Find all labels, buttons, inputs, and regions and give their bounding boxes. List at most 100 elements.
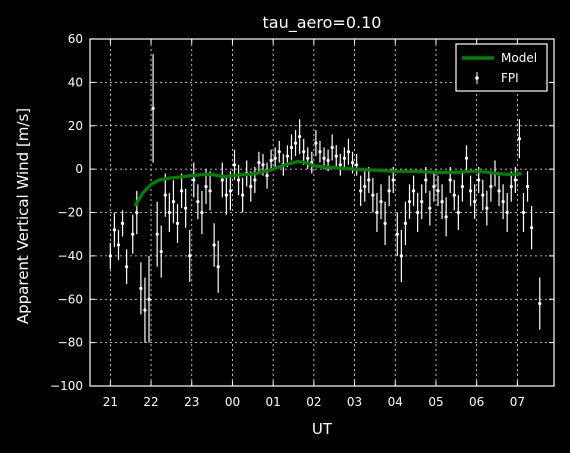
fpi-point bbox=[387, 189, 391, 193]
fpi-point bbox=[131, 232, 135, 236]
x-tick-label: 21 bbox=[103, 395, 118, 409]
fpi-point bbox=[456, 210, 460, 215]
fpi-point bbox=[497, 189, 501, 193]
fpi-point bbox=[428, 206, 432, 210]
fpi-point bbox=[277, 150, 281, 154]
y-tick-label: 0 bbox=[75, 162, 83, 176]
fpi-point bbox=[216, 265, 220, 269]
x-tick-label: 23 bbox=[184, 395, 199, 409]
fpi-point bbox=[473, 200, 477, 204]
fpi-point bbox=[334, 154, 338, 158]
fpi-point bbox=[517, 137, 522, 141]
fpi-point bbox=[302, 150, 306, 154]
fpi-point bbox=[481, 193, 485, 197]
y-tick-label: 60 bbox=[68, 32, 83, 46]
fpi-point bbox=[116, 243, 121, 247]
fpi-point bbox=[253, 178, 257, 182]
fpi-point bbox=[289, 145, 294, 150]
fpi-point bbox=[151, 106, 155, 110]
legend-box bbox=[455, 43, 548, 92]
fpi-point bbox=[530, 226, 534, 230]
legend-fpi-marker bbox=[475, 76, 479, 80]
x-tick-label: 00 bbox=[225, 395, 240, 409]
fpi-point bbox=[399, 254, 403, 258]
model-line bbox=[133, 159, 522, 207]
axis-ticks: 21 22 23 00 01 02 03 04 05 06 07 −100 −80 −60 −40 −20 0 2… bbox=[50, 32, 554, 409]
fpi-point bbox=[196, 200, 200, 204]
fpi-point bbox=[293, 141, 298, 145]
fpi-point bbox=[171, 200, 176, 204]
y-tick-label: −20 bbox=[58, 206, 83, 220]
fpi-point bbox=[143, 308, 147, 312]
fpi-point bbox=[383, 221, 387, 225]
fpi-point bbox=[338, 163, 342, 167]
fpi-point bbox=[163, 193, 167, 197]
fpi-point bbox=[395, 232, 399, 236]
x-tick-label: 02 bbox=[306, 395, 321, 409]
fpi-point bbox=[224, 193, 228, 197]
x-tick-label: 06 bbox=[469, 395, 484, 409]
fpi-point bbox=[139, 286, 143, 291]
fpi-point bbox=[452, 193, 456, 197]
y-tick-label: 20 bbox=[68, 119, 83, 133]
plot-area bbox=[108, 54, 542, 343]
fpi-point bbox=[192, 178, 196, 182]
fpi-point bbox=[391, 178, 395, 182]
fpi-point bbox=[416, 210, 420, 215]
fpi-point bbox=[306, 156, 310, 160]
legend: Model FPI bbox=[455, 43, 548, 92]
fpi-point bbox=[444, 215, 448, 219]
fpi-point bbox=[314, 141, 318, 145]
fpi-point bbox=[220, 178, 224, 182]
fpi-point bbox=[326, 158, 330, 163]
fpi-point bbox=[269, 158, 273, 163]
fpi-point bbox=[257, 161, 261, 165]
fpi-point bbox=[407, 200, 412, 204]
fpi-point bbox=[489, 184, 493, 189]
fpi-point bbox=[501, 200, 505, 204]
y-tick-label: −60 bbox=[58, 292, 83, 306]
fpi-point bbox=[432, 184, 436, 189]
fpi-point bbox=[147, 297, 151, 301]
fpi-point bbox=[112, 228, 117, 232]
fpi-point bbox=[468, 189, 473, 193]
x-tick-label: 04 bbox=[388, 395, 403, 409]
y-tick-label: −100 bbox=[50, 379, 83, 393]
fpi-point bbox=[265, 174, 269, 178]
fpi-point bbox=[420, 200, 424, 204]
fpi-point bbox=[241, 193, 245, 197]
y-tick-label: −40 bbox=[58, 249, 83, 263]
fpi-point bbox=[485, 206, 489, 210]
fpi-point bbox=[359, 189, 363, 193]
x-tick-label: 07 bbox=[510, 395, 525, 409]
fpi-point bbox=[228, 189, 233, 193]
fpi-point bbox=[448, 178, 452, 182]
fpi-point bbox=[208, 189, 212, 193]
fpi-point bbox=[125, 265, 129, 269]
fpi-point bbox=[513, 178, 517, 182]
fpi-point bbox=[346, 150, 351, 154]
fpi-point bbox=[538, 301, 542, 306]
y-axis-label: Apparent Vertical Wind [m/s] bbox=[14, 108, 32, 324]
fpi-point bbox=[273, 156, 277, 160]
fpi-point bbox=[120, 221, 125, 225]
fpi-point bbox=[363, 184, 367, 189]
fpi-point bbox=[179, 189, 184, 193]
fpi-point bbox=[155, 232, 159, 236]
chart-title: tau_aero=0.10 bbox=[263, 13, 382, 33]
fpi-point bbox=[184, 206, 188, 210]
fpi-point bbox=[159, 249, 163, 254]
x-tick-label: 22 bbox=[143, 395, 158, 409]
legend-model-label: Model bbox=[501, 51, 537, 65]
x-axis-label: UT bbox=[312, 420, 333, 438]
fpi-point bbox=[464, 156, 469, 160]
fpi-point bbox=[236, 178, 241, 182]
fpi-point bbox=[318, 150, 322, 154]
fpi-point bbox=[200, 210, 204, 215]
fpi-point bbox=[249, 184, 253, 189]
fpi-point bbox=[460, 184, 465, 189]
fpi-point bbox=[367, 178, 371, 182]
fpi-point bbox=[204, 184, 208, 189]
y-tick-label: 40 bbox=[68, 75, 83, 89]
